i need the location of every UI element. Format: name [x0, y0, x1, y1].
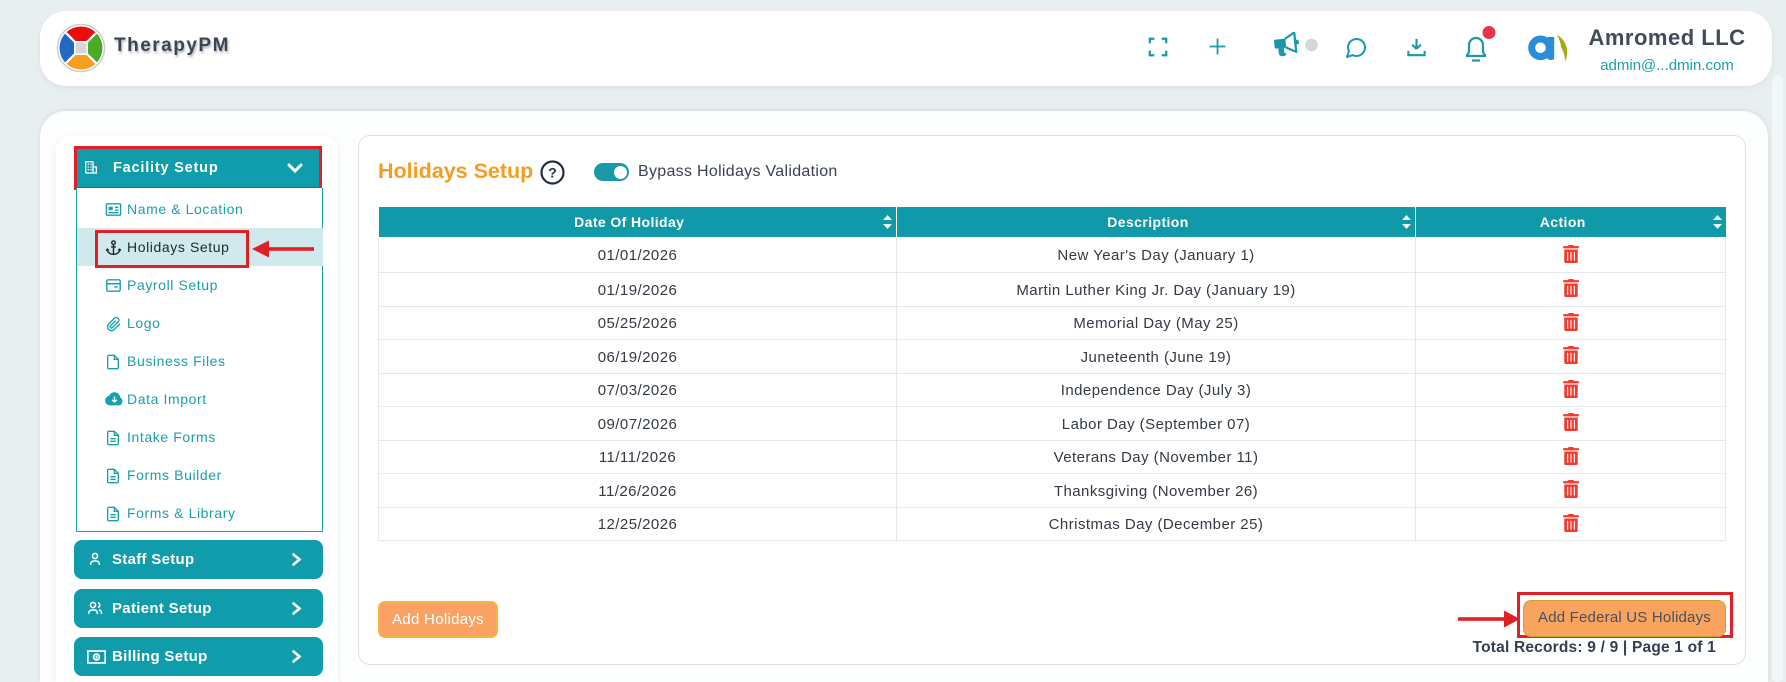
- svg-text:?: ?: [548, 165, 557, 181]
